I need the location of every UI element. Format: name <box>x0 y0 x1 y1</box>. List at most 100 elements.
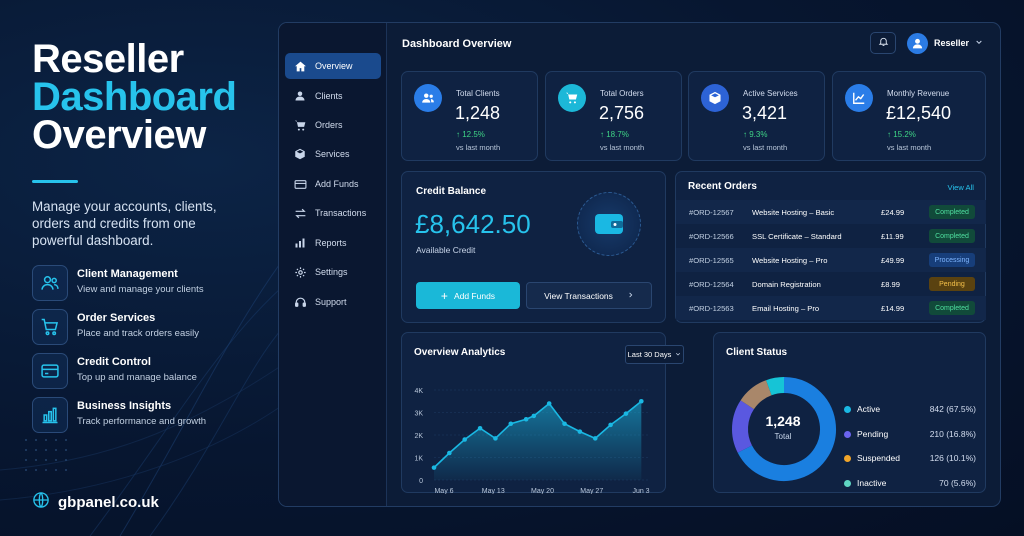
feature-subtitle: Place and track orders easily <box>77 328 199 339</box>
title-underline <box>32 180 78 183</box>
swap-arrows-icon <box>285 207 315 220</box>
y-tick-label: 3K <box>414 411 423 418</box>
data-point <box>562 421 567 427</box>
stat-value: 2,756 <box>599 103 645 123</box>
users-icon <box>32 265 68 301</box>
y-tick-label: 0 <box>419 478 423 485</box>
stat-value: 3,421 <box>742 103 788 123</box>
stat-label: Active Services <box>743 89 798 98</box>
sidebar-item-orders[interactable]: Orders <box>285 112 381 138</box>
recent-orders-title: Recent Orders <box>688 181 757 192</box>
client-status-donut <box>732 377 836 481</box>
sidebar-item-transactions[interactable]: Transactions <box>285 200 381 226</box>
order-service: SSL Certificate – Standard <box>752 232 842 241</box>
client-status-title: Client Status <box>726 347 788 358</box>
date-range-select[interactable]: Last 30 Days <box>625 345 684 364</box>
sidebar-item-label: Settings <box>315 267 348 277</box>
order-price: £49.99 <box>881 256 905 265</box>
promo-title: Reseller Dashboard Overview <box>32 37 237 155</box>
order-service: Website Hosting – Pro <box>752 256 828 265</box>
table-row[interactable]: #ORD-12563 Email Hosting – Pro £14.99 Compl… <box>676 296 986 320</box>
user-name: Reseller <box>934 38 970 48</box>
legend-value: 842 (67.5%) <box>929 404 976 414</box>
data-point <box>639 398 644 404</box>
donut-total-label: Total <box>774 432 792 441</box>
add-funds-button[interactable]: + Add Funds <box>416 282 520 309</box>
stat-label: Total Clients <box>456 89 500 98</box>
sidebar-item-add-funds[interactable]: Add Funds <box>285 171 381 197</box>
page-title: Dashboard Overview <box>402 38 512 50</box>
cart-icon <box>285 119 315 132</box>
order-price: £8.99 <box>881 280 901 289</box>
sidebar-item-overview[interactable]: Overview <box>285 53 381 79</box>
sidebar-item-label: Reports <box>315 238 347 248</box>
table-row[interactable]: #ORD-12564 Domain Registration £8.99 Pendin… <box>676 272 986 296</box>
order-price: £11.99 <box>881 232 904 241</box>
table-row[interactable]: #ORD-12565 Website Hosting – Pro £49.99 Pro… <box>676 248 986 272</box>
data-point <box>431 465 437 470</box>
sidebar-item-services[interactable]: Services <box>285 141 381 167</box>
stat-card-total-orders: Total Orders 2,756 ↑ 18.7% vs last month <box>545 71 682 161</box>
sidebar-item-label: Services <box>315 149 350 159</box>
notifications-button[interactable] <box>870 32 896 54</box>
sidebar-item-clients[interactable]: Clients <box>285 83 381 109</box>
legend-item: Active 842 (67.5%) <box>844 403 976 417</box>
donut-slice <box>732 400 755 453</box>
sidebar: Overview Clients Orders Services Add Fun… <box>279 23 387 506</box>
chevron-down-icon <box>975 38 983 48</box>
legend-item: Pending 210 (16.8%) <box>844 428 976 442</box>
donut-total-value: 1,248 <box>765 413 801 429</box>
stat-value: £12,540 <box>886 103 952 123</box>
cube-icon <box>701 84 729 112</box>
order-id: #ORD-12567 <box>689 208 734 217</box>
analytics-title: Overview Analytics <box>414 347 506 358</box>
user-menu[interactable]: Reseller <box>907 31 983 55</box>
table-row[interactable]: #ORD-12567 Website Hosting – Basic £24.99 C… <box>676 200 986 224</box>
sidebar-item-reports[interactable]: Reports <box>285 230 381 256</box>
stat-label: Monthly Revenue <box>887 89 950 98</box>
legend-swatch <box>844 455 851 462</box>
status-badge: Completed <box>929 229 975 243</box>
view-transactions-button[interactable]: View Transactions <box>526 282 652 309</box>
legend-label: Inactive <box>857 477 887 488</box>
feature-client-management: Client Management View and manage your c… <box>32 265 242 303</box>
order-service: Website Hosting – Basic <box>752 208 835 217</box>
credit-amount: £8,642.50 <box>415 209 531 239</box>
data-point <box>477 425 483 431</box>
order-service: Domain Registration <box>752 280 821 289</box>
stat-card-total-clients: Total Clients 1,248 ↑ 12.5% vs last mont… <box>401 71 538 161</box>
data-point <box>608 422 613 428</box>
promo-description: Manage your accounts, clients, orders an… <box>32 199 217 248</box>
status-badge: Completed <box>929 301 975 315</box>
legend-value: 70 (5.6%) <box>939 477 976 488</box>
sidebar-item-settings[interactable]: Settings <box>285 259 381 285</box>
order-id: #ORD-12564 <box>689 280 734 289</box>
donut-slice <box>766 377 785 396</box>
credit-card-icon <box>32 353 68 389</box>
avatar <box>907 32 928 54</box>
users-icon <box>414 84 442 112</box>
analytics-area-chart: 0 1K 2K 3K 4K May 6 May 13 May 20 May 27 Jun 3 <box>414 388 649 494</box>
stat-note: vs last month <box>743 143 788 152</box>
credit-title: Credit Balance <box>416 186 487 197</box>
status-badge: Processing <box>929 253 975 267</box>
view-all-link[interactable]: View All <box>947 183 974 192</box>
table-row[interactable]: #ORD-12566 SSL Certificate – Standard £11.… <box>676 224 986 248</box>
data-point <box>523 416 529 422</box>
chevron-right-icon <box>627 291 634 301</box>
data-point <box>592 436 598 441</box>
feature-subtitle: Top up and manage balance <box>77 372 197 383</box>
data-point <box>462 437 468 442</box>
legend-swatch <box>844 479 851 487</box>
area-fill <box>434 401 642 480</box>
legend-swatch <box>844 406 851 413</box>
stat-value: 1,248 <box>455 103 501 123</box>
home-icon <box>285 60 315 73</box>
sidebar-item-support[interactable]: Support <box>285 289 381 315</box>
order-service: Email Hosting – Pro <box>752 304 820 313</box>
promo-title-line-1: Reseller <box>32 37 184 81</box>
sidebar-item-label: Add Funds <box>315 179 359 189</box>
stat-delta: ↑ 9.3% <box>743 130 768 139</box>
website-link[interactable]: gbpanel.co.uk <box>32 491 159 513</box>
y-tick-label: 2K <box>414 433 423 440</box>
